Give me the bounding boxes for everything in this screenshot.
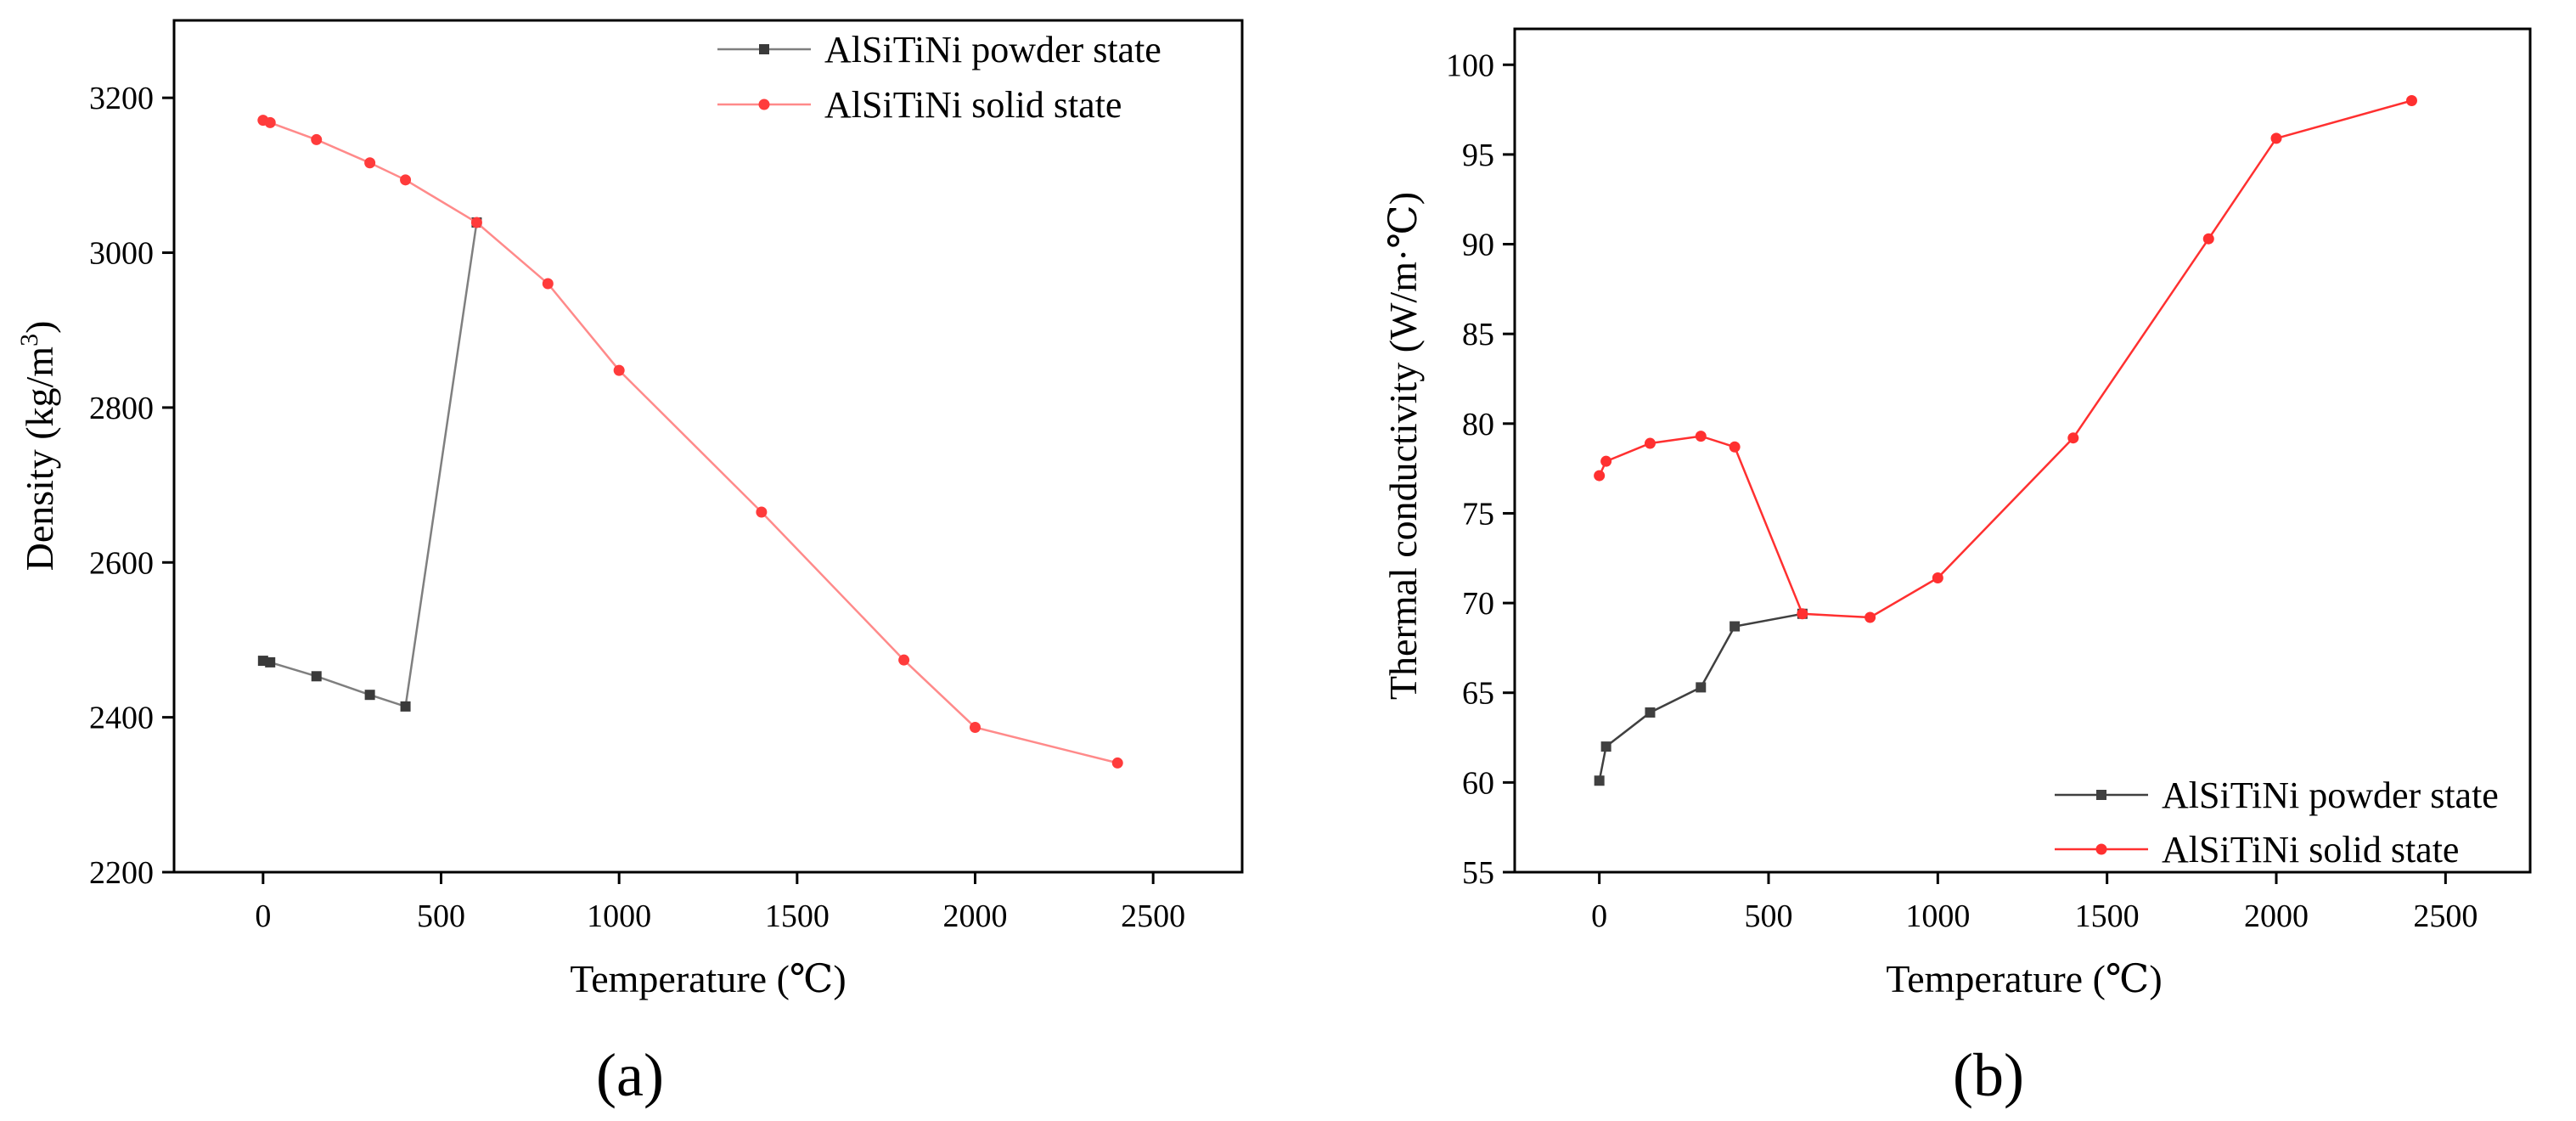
- y-tick-label: 80: [1462, 407, 1494, 442]
- x-tick-label: 1000: [587, 898, 651, 934]
- data-point: [1797, 608, 1808, 620]
- data-point: [2067, 432, 2079, 444]
- data-point: [364, 157, 376, 169]
- data-point: [613, 364, 625, 376]
- y-tick-label: 2600: [89, 545, 154, 581]
- x-tick-label: 2500: [2413, 898, 2478, 934]
- y-tick-label: 95: [1462, 138, 1494, 173]
- data-point: [1865, 611, 1876, 623]
- series-layer-b: [1594, 95, 2417, 786]
- data-point: [2202, 233, 2214, 245]
- panel-label-a: (a): [596, 1041, 664, 1109]
- data-point: [470, 217, 482, 228]
- y-tick-label: 90: [1462, 228, 1494, 263]
- legend-b: AlSiTiNi powder state AlSiTiNi solid stat…: [2055, 775, 2499, 870]
- x-tick-label: 1500: [2075, 898, 2140, 934]
- series-line-solid: [1598, 99, 2412, 619]
- x-tick-label: 500: [1745, 898, 1793, 934]
- y-tick-label: 2800: [89, 391, 154, 426]
- data-point: [264, 116, 276, 128]
- data-point: [1696, 682, 1707, 693]
- y-tick-label: 60: [1462, 765, 1494, 801]
- y-tick-label: 3000: [89, 236, 154, 272]
- data-point: [364, 690, 375, 701]
- legend-label: AlSiTiNi solid state: [824, 84, 1122, 126]
- x-tick-label: 0: [255, 898, 271, 934]
- data-point: [1644, 437, 1656, 449]
- y-tick-label: 65: [1462, 676, 1494, 712]
- data-point: [400, 174, 412, 186]
- data-point: [542, 278, 554, 290]
- y-tick-label: 2400: [89, 701, 154, 736]
- data-point: [2270, 132, 2282, 144]
- axes-ticks-b: 0 500 1000 1500 2000 2500 55 60 65 70 75 80 85 90 95 10…: [1446, 48, 2478, 934]
- plot-frame-a: [172, 19, 1244, 874]
- data-point: [1645, 707, 1656, 718]
- data-point: [1729, 441, 1741, 453]
- y-tick-label: 100: [1446, 48, 1494, 83]
- legend-swatch-marker: [2096, 790, 2106, 800]
- x-tick-label: 2000: [2244, 898, 2309, 934]
- data-point: [1600, 455, 1612, 467]
- data-point: [1594, 775, 1605, 786]
- y-axis-title-b: Thermal conductivity (W/m·℃): [1381, 192, 1425, 700]
- panel-b: 0 500 1000 1500 2000 2500 55 60 65 70 75 80 85 90 95 10…: [1381, 27, 2532, 1109]
- series-layer-a: [257, 115, 1123, 769]
- y-tick-label: 70: [1462, 586, 1494, 622]
- legend-a: AlSiTiNi powder state AlSiTiNi solid stat…: [717, 29, 1161, 126]
- x-axis-title-b: Temperature (℃): [1886, 957, 2162, 1000]
- plot-frame-b: [1513, 27, 2532, 874]
- data-point: [2405, 95, 2417, 107]
- data-point: [311, 671, 322, 682]
- x-axis-title-a: Temperature (℃): [570, 957, 846, 1000]
- legend-swatch-marker: [759, 44, 769, 54]
- series-line-powder: [1598, 612, 1803, 781]
- y-tick-label: 75: [1462, 496, 1494, 532]
- data-point: [1730, 621, 1741, 632]
- data-point: [1111, 757, 1123, 769]
- legend-label: AlSiTiNi powder state: [2162, 775, 2499, 816]
- x-tick-label: 1500: [765, 898, 830, 934]
- x-tick-label: 2000: [943, 898, 1008, 934]
- panel-label-b: (b): [1953, 1041, 2024, 1109]
- x-tick-label: 2500: [1121, 898, 1185, 934]
- data-point: [265, 656, 276, 668]
- data-point: [1594, 470, 1606, 482]
- x-tick-label: 0: [1591, 898, 1607, 934]
- y-tick-label: 3200: [89, 81, 154, 116]
- y-axis-title-a: Density (kg/m3): [15, 321, 61, 572]
- data-point: [311, 133, 323, 145]
- panel-a: 0 500 1000 1500 2000 2500 2200 2400 2600 2800 3000…: [15, 19, 1244, 1109]
- y-tick-label: 55: [1462, 855, 1494, 891]
- data-point: [400, 701, 411, 712]
- data-point: [1695, 431, 1707, 442]
- data-point: [1600, 741, 1611, 752]
- axes-ticks-a: 0 500 1000 1500 2000 2500 2200 2400 2600 2800 3000…: [89, 81, 1185, 934]
- data-point: [898, 654, 910, 666]
- series-line-powder: [262, 222, 478, 708]
- legend-label: AlSiTiNi powder state: [824, 29, 1161, 70]
- legend-swatch-marker: [758, 99, 770, 110]
- y-tick-label: 2200: [89, 855, 154, 891]
- data-point: [756, 506, 768, 518]
- legend-swatch-marker: [2095, 843, 2107, 855]
- data-point: [970, 721, 981, 733]
- x-tick-label: 1000: [1905, 898, 1970, 934]
- x-tick-label: 500: [417, 898, 465, 934]
- legend-label: AlSiTiNi solid state: [2162, 829, 2459, 870]
- series-line-solid: [262, 119, 1118, 764]
- y-tick-label: 85: [1462, 317, 1494, 352]
- data-point: [1932, 572, 1943, 584]
